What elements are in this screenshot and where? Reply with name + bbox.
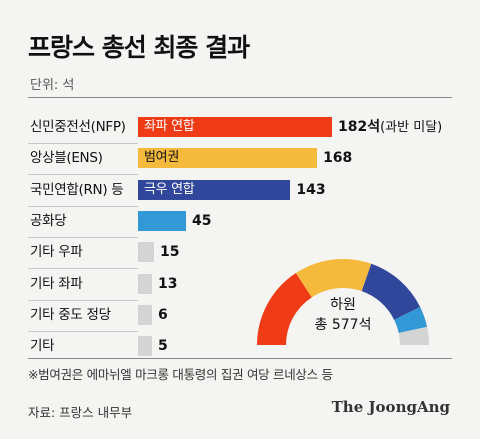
category-label: 공화당: [30, 213, 67, 229]
value-note: (과반 미달): [380, 120, 443, 135]
bar-value-label: 5: [158, 336, 168, 356]
bar-tag: 범여권: [144, 150, 179, 165]
value-number: 5: [158, 338, 168, 354]
bar: [138, 148, 318, 168]
value-number: 13: [158, 276, 178, 292]
bar-value-label: 13: [158, 274, 177, 294]
row-divider: [28, 143, 138, 144]
bar: [138, 274, 152, 294]
row-divider: [28, 237, 138, 238]
brand-logo: The JoongAng: [331, 398, 450, 416]
row-divider: [28, 300, 138, 301]
unit-label: 단위: 석: [30, 78, 75, 93]
row-divider: [28, 174, 138, 175]
donut-center-label-2: 총 577석: [314, 317, 372, 333]
category-label: 신민중전선(NFP): [30, 119, 126, 135]
donut-segment: [398, 326, 429, 345]
value-number: 143: [296, 182, 326, 198]
source-label: 자료: 프랑스 내무부: [28, 405, 133, 420]
bar-value-label: 182석(과반 미달): [338, 117, 442, 138]
bar-value-label: 6: [158, 305, 168, 325]
row-divider: [28, 206, 138, 207]
row-divider: [28, 268, 138, 269]
donut-center-label-1: 하원: [330, 297, 356, 313]
bar: [138, 336, 152, 356]
donut-segment: [361, 263, 421, 320]
bar: [138, 305, 152, 325]
category-label: 국민연합(RN) 등: [30, 182, 124, 198]
footnote: ※범여권은 에마뉘엘 마크롱 대통령의 집권 여당 르네상스 등: [28, 367, 333, 382]
category-label: 기타 우파: [30, 244, 83, 260]
bar-value-label: 15: [160, 242, 179, 262]
value-number: 45: [191, 213, 212, 229]
value-number: 168: [323, 150, 353, 166]
bar: [138, 242, 154, 262]
bottom-rule: [28, 358, 452, 359]
category-label: 앙상블(ENS): [30, 150, 103, 166]
donut-segment: [394, 307, 428, 333]
bar-value-label: 143: [296, 180, 325, 200]
value-number: 15: [159, 244, 180, 260]
row-divider: [28, 331, 138, 332]
category-label: 기타: [30, 338, 55, 354]
bar: [138, 117, 332, 137]
top-rule: [28, 97, 452, 98]
category-label: 기타 좌파: [30, 276, 83, 292]
bar-value-label: 168: [323, 148, 352, 168]
value-number: 182석: [338, 119, 381, 135]
bar-tag: 극우 연합: [144, 182, 195, 197]
value-number: 6: [158, 307, 168, 323]
chart-title: 프랑스 총선 최종 결과: [28, 33, 250, 62]
bar: [138, 211, 186, 231]
donut-segment: [257, 273, 312, 345]
bar-tag: 좌파 연합: [144, 119, 195, 134]
bar: [138, 180, 291, 200]
bar-value-label: 45: [192, 211, 211, 231]
donut-segment: [295, 259, 372, 298]
category-label: 기타 중도 정당: [30, 307, 111, 323]
